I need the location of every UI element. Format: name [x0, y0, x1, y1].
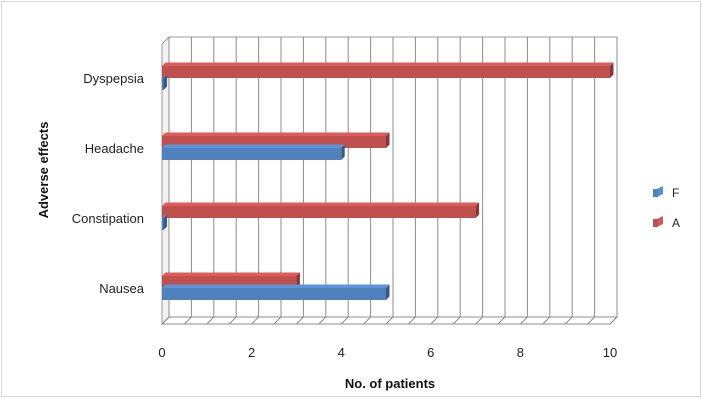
bar-end-face	[386, 284, 390, 300]
y-axis-categories: Nausea Constipation Headache Dyspepsia	[72, 71, 145, 296]
category-label: Headache	[85, 141, 144, 156]
category-label: Nausea	[99, 281, 145, 296]
floor-panel	[160, 316, 619, 325]
bar-top-face	[162, 74, 167, 78]
gridline-floor	[318, 316, 327, 325]
bar-F-headache	[162, 144, 345, 160]
gridline-floor	[273, 316, 282, 325]
bar-end-face	[163, 74, 167, 90]
bar-top-face	[162, 272, 300, 276]
bar-end-face	[341, 144, 345, 160]
bar-front-face	[162, 288, 386, 300]
x-tick-label: 6	[427, 345, 434, 360]
gridline-floor	[475, 316, 483, 325]
bar-end-face	[610, 62, 614, 78]
bar-front-face	[162, 148, 342, 160]
legend-swatch-front	[653, 219, 658, 227]
gridline-floor	[206, 316, 215, 325]
gridline-floor	[184, 316, 192, 325]
gridline-floor	[296, 316, 304, 325]
bar-F-nausea	[162, 284, 390, 300]
category-label: Constipation	[72, 211, 144, 226]
gridline-floor	[564, 316, 573, 325]
y-axis-title: Adverse effects	[36, 122, 51, 219]
bar-top-face	[162, 132, 390, 136]
bar-F-dyspepsia	[162, 74, 167, 90]
gridline-floor	[340, 316, 349, 325]
bar-top-face	[162, 144, 345, 148]
bar-end-face	[386, 132, 390, 148]
bar-top-face	[162, 62, 614, 66]
legend-swatch	[657, 216, 663, 227]
x-tick-label: 4	[338, 345, 345, 360]
x-axis-ticks: 0 2 4 6 8 10	[158, 345, 617, 360]
gridline-floor	[587, 316, 595, 325]
legend-label: A	[672, 216, 680, 230]
gridline-floor	[520, 316, 528, 325]
bar-end-face	[163, 214, 167, 230]
bar-end-face	[296, 272, 300, 288]
legend-item-F: F	[653, 186, 679, 200]
gridline-floor	[228, 316, 237, 325]
bar-top-face	[162, 284, 390, 288]
legend-swatch-front	[653, 189, 658, 197]
gridline-floor	[452, 316, 461, 325]
bar-top-face	[162, 214, 167, 218]
gridlines	[161, 37, 618, 325]
bar-front-face	[162, 206, 476, 218]
bar-end-face	[475, 202, 480, 218]
x-tick-label: 0	[158, 345, 165, 360]
bar-A-constipation	[162, 202, 480, 218]
gridline-floor	[363, 316, 371, 325]
chart-floor	[160, 316, 619, 325]
x-tick-label: 8	[517, 345, 524, 360]
gridline-floor	[408, 316, 416, 325]
x-axis-title: No. of patients	[345, 376, 435, 391]
gridline-floor	[497, 316, 506, 325]
category-label: Dyspepsia	[83, 71, 144, 86]
gridline-floor	[251, 316, 259, 325]
gridline-floor	[385, 316, 394, 325]
legend-label: F	[672, 186, 679, 200]
x-tick-label: 2	[248, 345, 255, 360]
x-tick-label: 10	[603, 345, 617, 360]
bar-top-face	[162, 202, 480, 206]
gridline-floor	[542, 316, 551, 325]
bar-front-face	[162, 218, 164, 230]
legend-item-A: A	[653, 216, 680, 230]
gridline-floor	[430, 316, 439, 325]
bar-front-face	[162, 66, 610, 78]
bar-A-dyspepsia	[162, 62, 614, 78]
legend: AF	[653, 186, 680, 230]
legend-swatch	[657, 186, 663, 197]
bars	[162, 62, 614, 300]
bar-F-constipation	[162, 214, 167, 230]
bar-front-face	[162, 78, 164, 90]
